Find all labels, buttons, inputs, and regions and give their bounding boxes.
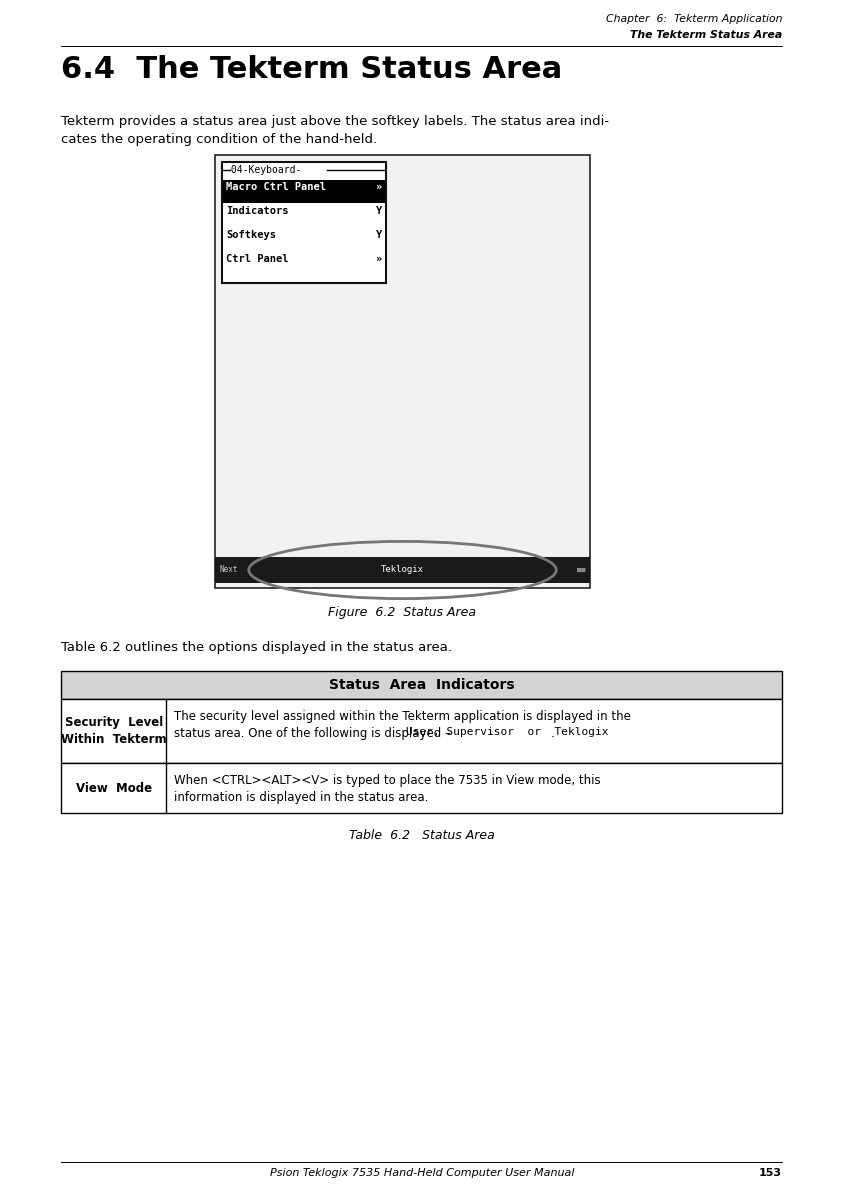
Text: -04-Keyboard-: -04-Keyboard- [225,165,301,175]
Text: Macro Ctrl Panel: Macro Ctrl Panel [226,182,326,192]
Text: Softkeys: Softkeys [226,230,276,241]
Text: Tekterm provides a status area just above the softkey labels. The status area in: Tekterm provides a status area just abov… [61,115,610,128]
Bar [61,762,782,813]
Text: User, Supervisor  or  Teklogix: User, Supervisor or Teklogix [405,727,608,737]
Text: The security level assigned within the Tekterm application is displayed in the: The security level assigned within the T… [174,710,632,723]
Text: 153: 153 [759,1168,782,1178]
Bar [61,672,782,699]
Text: Table  6.2   Status Area: Table 6.2 Status Area [349,830,495,841]
Text: Security  Level
Within  Tekterm: Security Level Within Tekterm [61,716,167,746]
Text: information is displayed in the status area.: information is displayed in the status a… [174,791,429,804]
Text: »: » [376,182,382,192]
Text: Next: Next [220,565,239,575]
Text: 6.4  The Tekterm Status Area: 6.4 The Tekterm Status Area [61,55,563,84]
Bar [223,180,385,203]
Text: ■■: ■■ [578,567,586,573]
Text: When <CTRL><ALT><V> is typed to place the 7535 in View mode, this: When <CTRL><ALT><V> is typed to place th… [174,774,601,786]
Bar [222,162,386,282]
Text: Chapter  6:  Tekterm Application: Chapter 6: Tekterm Application [606,14,782,24]
Text: Figure  6.2  Status Area: Figure 6.2 Status Area [329,606,477,619]
Text: status area. One of the following is displayed –: status area. One of the following is dis… [174,727,455,740]
Text: Y: Y [376,230,382,241]
Bar [215,557,590,583]
Text: The Tekterm Status Area: The Tekterm Status Area [630,30,782,40]
Text: Teklogix: Teklogix [381,565,424,575]
Text: Y: Y [376,206,382,215]
Text: Status  Area  Indicators: Status Area Indicators [329,678,515,692]
Text: Ctrl Panel: Ctrl Panel [226,254,288,265]
Text: Indicators: Indicators [226,206,288,215]
Text: Psion Teklogix 7535 Hand-Held Computer User Manual: Psion Teklogix 7535 Hand-Held Computer U… [269,1168,574,1178]
Text: cates the operating condition of the hand-held.: cates the operating condition of the han… [61,133,378,146]
Text: View  Mode: View Mode [76,782,152,795]
Text: »: » [376,254,382,265]
Text: Table 6.2 outlines the options displayed in the status area.: Table 6.2 outlines the options displayed… [61,642,452,654]
Text: .: . [550,727,554,740]
Bar [61,699,782,762]
Bar [215,154,590,588]
